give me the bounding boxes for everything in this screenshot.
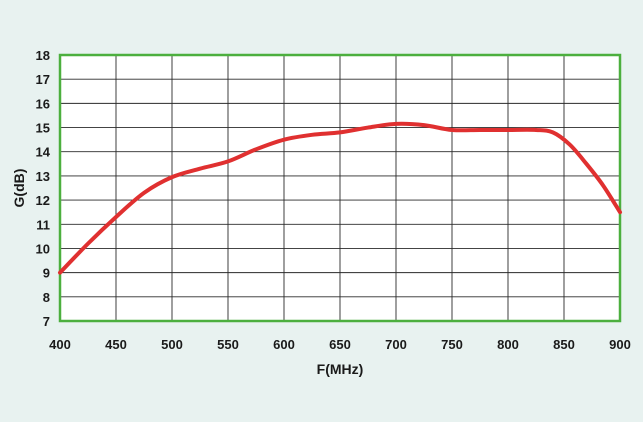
y-tick-label-8: 8: [43, 290, 50, 305]
x-tick-label-550: 550: [217, 337, 239, 352]
y-tick-label-16: 16: [36, 96, 50, 111]
y-tick-label-12: 12: [36, 193, 50, 208]
y-tick-label-11: 11: [36, 217, 50, 232]
y-tick-label-18: 18: [36, 48, 50, 63]
y-tick-label-13: 13: [36, 169, 50, 184]
y-tick-label-14: 14: [36, 145, 51, 160]
x-tick-label-500: 500: [161, 337, 183, 352]
x-tick-label-700: 700: [385, 337, 407, 352]
y-tick-label-17: 17: [36, 72, 50, 87]
x-tick-label-600: 600: [273, 337, 295, 352]
y-tick-label-15: 15: [36, 121, 50, 136]
y-axis-title: G(dB): [11, 169, 27, 208]
x-tick-label-900: 900: [609, 337, 631, 352]
x-tick-label-750: 750: [441, 337, 463, 352]
y-axis-ticks: 7 8 9 10 11 12 13 14 15 16 17 18: [36, 48, 51, 329]
y-tick-label-10: 10: [36, 241, 50, 256]
x-axis-ticks: 400 450 500 550 600 650 700 750 800 850 900: [49, 337, 631, 352]
plot-border: [58, 53, 622, 323]
x-axis-title: F(MHz): [317, 361, 364, 377]
y-tick-label-7: 7: [43, 314, 50, 329]
gain-series-line: [58, 121, 622, 275]
y-tick-label-9: 9: [43, 266, 50, 281]
x-tick-label-450: 450: [105, 337, 127, 352]
x-tick-label-800: 800: [497, 337, 519, 352]
x-tick-label-650: 650: [329, 337, 351, 352]
x-tick-label-400: 400: [49, 337, 71, 352]
x-tick-label-850: 850: [553, 337, 575, 352]
